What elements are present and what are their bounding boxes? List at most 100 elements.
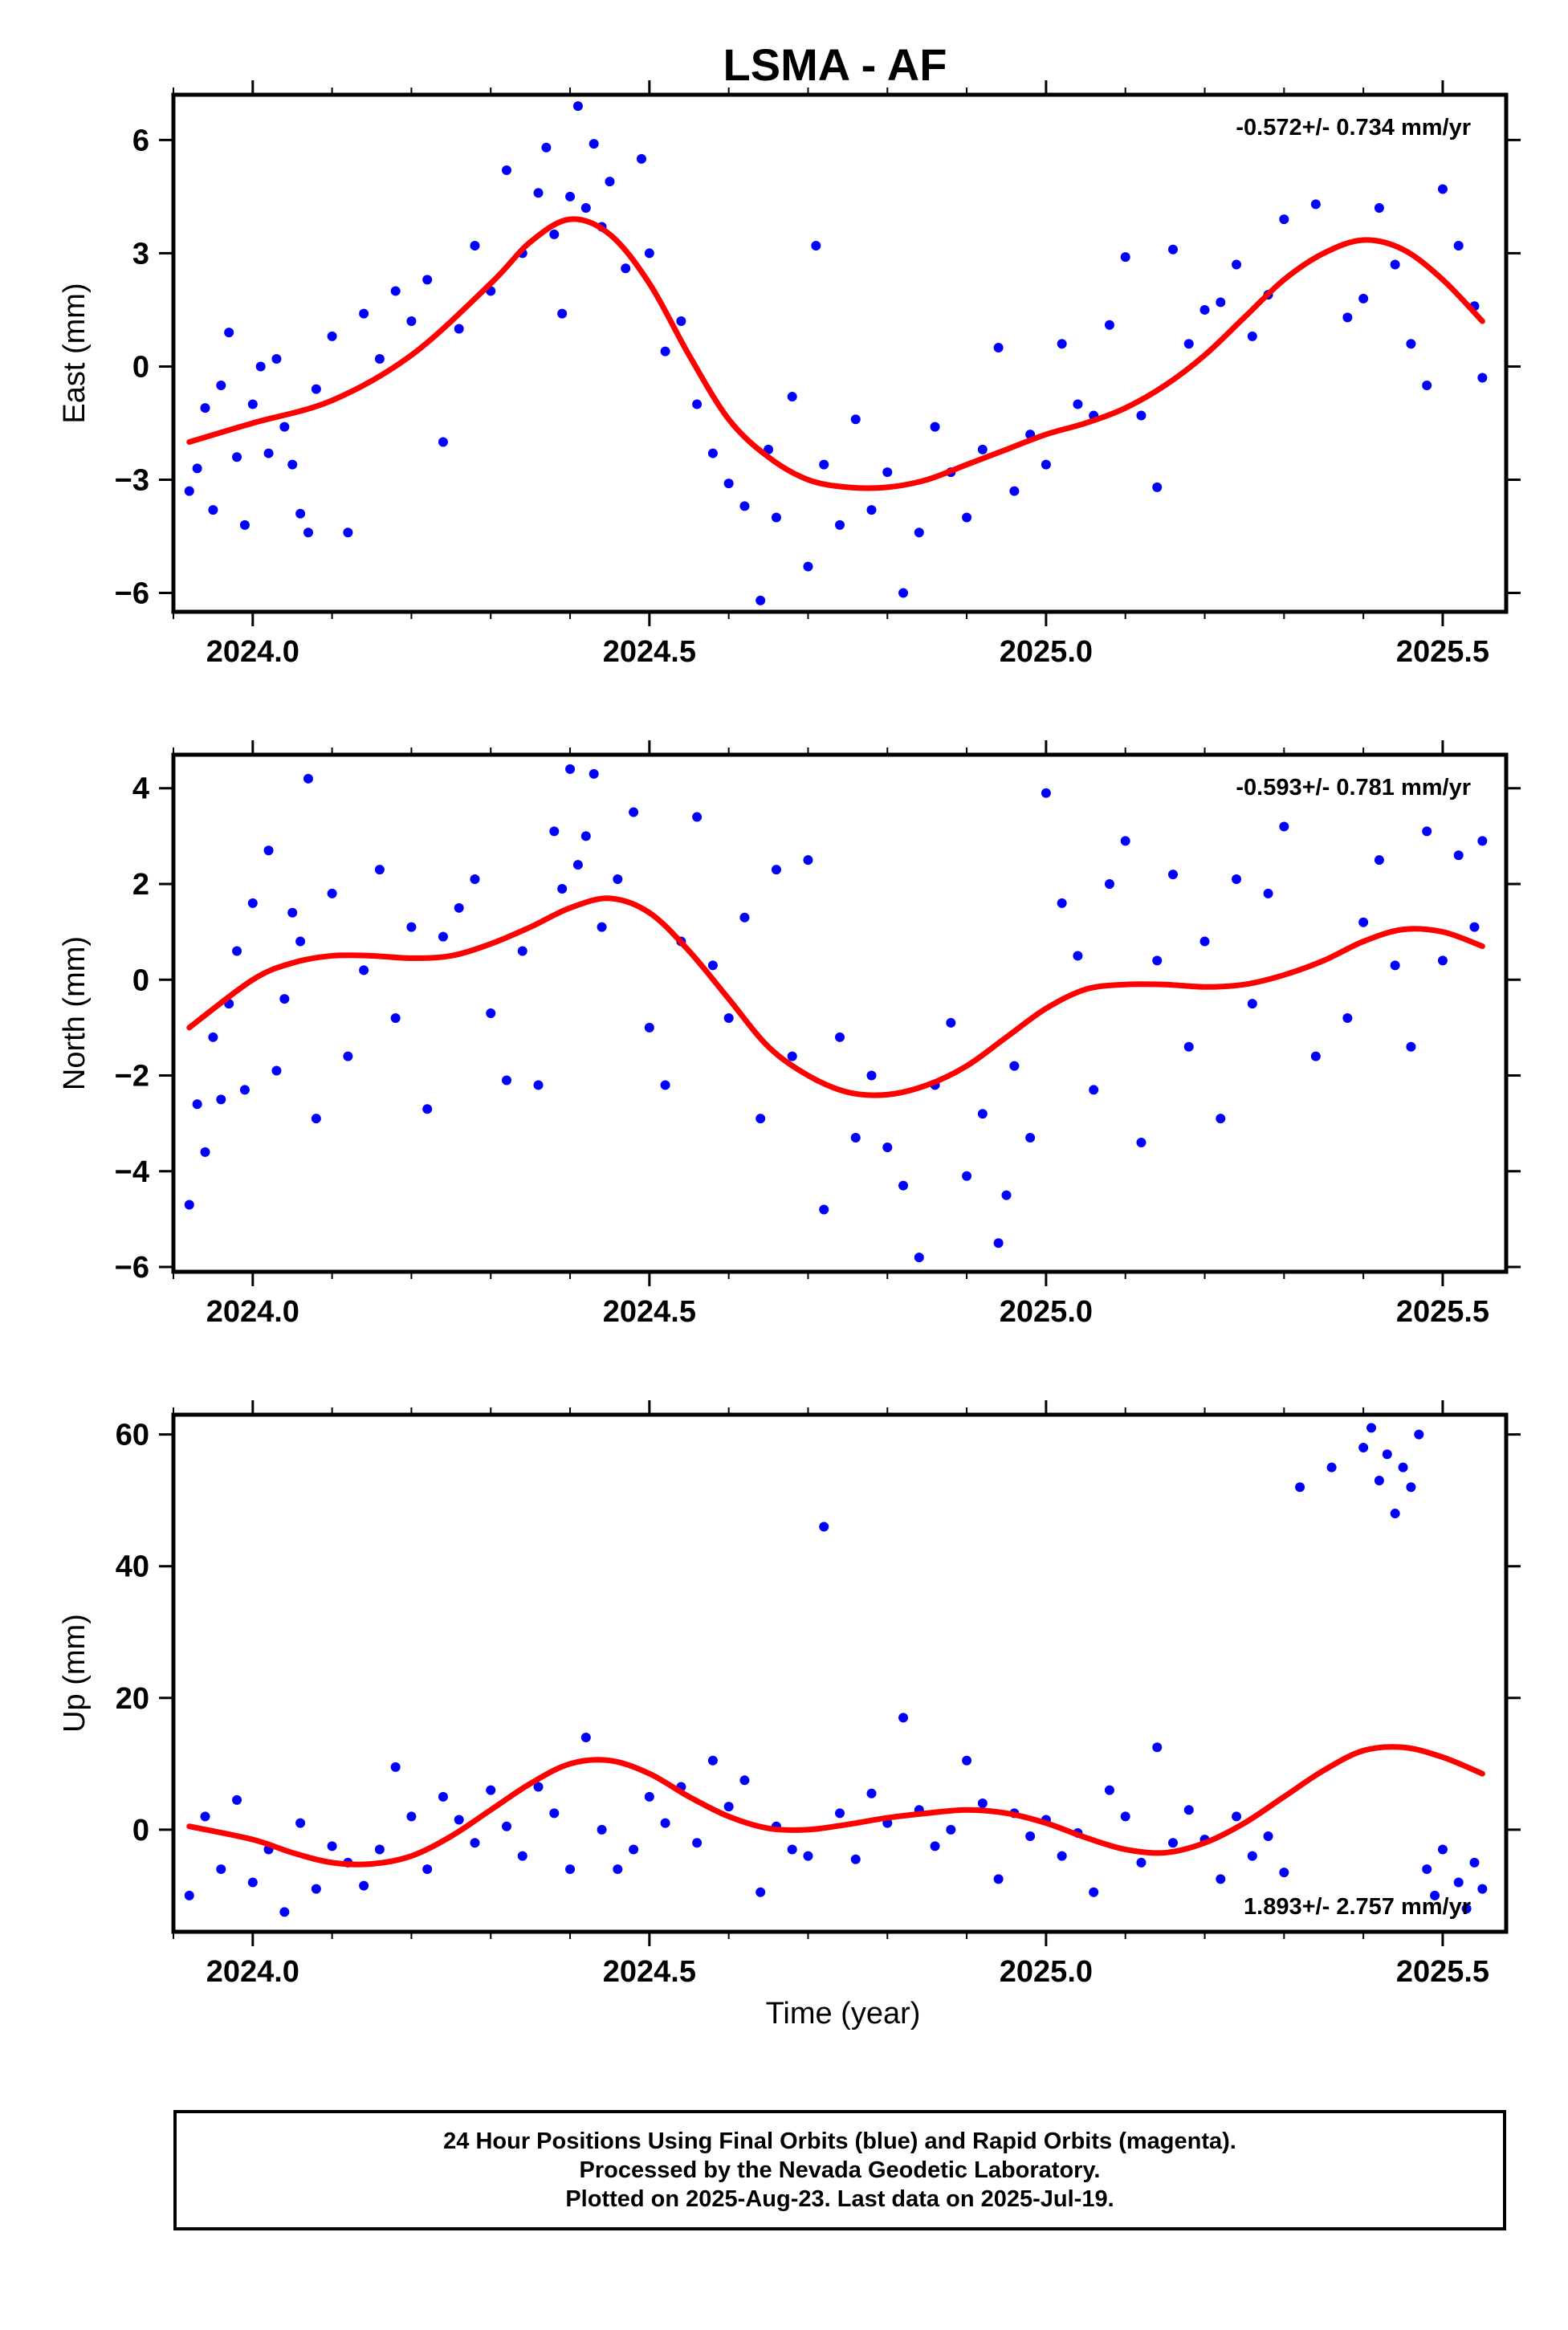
data-point (406, 1811, 417, 1822)
data-point (279, 994, 290, 1004)
data-point (1104, 1785, 1114, 1795)
data-point (1406, 339, 1416, 349)
data-point (898, 1180, 909, 1191)
x-tick-label: 2025.5 (1396, 635, 1489, 669)
data-point (755, 1887, 766, 1897)
data-point (1183, 1041, 1194, 1052)
data-point (486, 1008, 496, 1018)
data-point (644, 1791, 654, 1802)
data-point (930, 422, 940, 432)
data-point (882, 1142, 893, 1152)
data-point (533, 1080, 544, 1090)
data-point (533, 1782, 544, 1792)
data-point (184, 1200, 194, 1210)
data-point (1382, 1449, 1392, 1460)
data-point (247, 399, 258, 409)
data-point (977, 444, 988, 454)
data-point (263, 448, 274, 458)
data-point (255, 361, 266, 372)
data-point (359, 965, 369, 976)
x-tick-label: 2024.0 (206, 1295, 299, 1329)
panel-east: 2024.0 2024.5 2025.0 2025.5 −6 −3 0 3 6 East (mm)… (58, 80, 1521, 669)
data-point (239, 1085, 250, 1095)
data-point (755, 595, 766, 605)
x-axis-label: Time (year) (766, 1997, 921, 2031)
data-point (454, 902, 464, 913)
y-tick-label: −6 (115, 576, 149, 610)
data-point (1216, 1114, 1226, 1124)
data-point (1136, 1138, 1146, 1147)
data-point (303, 528, 313, 538)
data-point (1041, 459, 1051, 470)
data-point (629, 807, 639, 817)
data-point (184, 1890, 194, 1900)
data-point (1104, 879, 1114, 889)
data-point (454, 1815, 464, 1825)
data-point (692, 399, 703, 409)
panels: 2024.0 2024.5 2025.0 2025.5 −6 −3 0 3 6 East (mm)… (58, 80, 1521, 1989)
data-point (192, 463, 202, 474)
data-point (422, 1104, 433, 1114)
data-point (1263, 1831, 1273, 1842)
data-point (707, 448, 718, 458)
data-point (1390, 960, 1400, 971)
data-point (1073, 951, 1083, 961)
data-point (707, 1755, 718, 1766)
data-point (803, 561, 813, 572)
rate-annotation-east: -0.572+/- 0.734 mm/yr (1236, 115, 1471, 141)
data-point (1057, 339, 1067, 349)
data-point (1453, 241, 1464, 251)
data-point (1430, 1890, 1440, 1900)
data-point (1358, 293, 1369, 303)
y-tick-label: −6 (115, 1251, 149, 1285)
data-point (993, 1238, 1004, 1249)
x-tick-label: 2025.0 (1000, 1955, 1093, 1989)
data-point (406, 922, 417, 932)
data-point (597, 922, 607, 932)
data-point (771, 512, 781, 523)
data-point (1168, 244, 1178, 255)
data-point (1477, 836, 1488, 846)
data-point (1342, 1012, 1353, 1023)
data-point (200, 1147, 210, 1157)
data-point (1104, 320, 1114, 330)
data-point (216, 380, 226, 390)
y-tick-label: 2 (132, 868, 149, 902)
data-point (882, 467, 893, 478)
data-point (502, 1821, 511, 1831)
data-point (557, 883, 568, 894)
data-point (1263, 888, 1273, 898)
x-tick-label: 2024.0 (206, 635, 299, 669)
data-point (208, 1032, 218, 1042)
data-point (803, 1851, 813, 1861)
data-point (549, 826, 560, 837)
data-point (1120, 252, 1130, 263)
y-tick-label: 20 (116, 1682, 149, 1716)
data-point (1152, 482, 1163, 492)
data-point (644, 248, 654, 259)
data-point (811, 241, 821, 251)
data-point (239, 519, 250, 530)
data-point (390, 1762, 401, 1772)
data-point (1469, 922, 1480, 932)
data-point (1279, 821, 1289, 832)
data-point (486, 1785, 496, 1795)
data-point (374, 865, 385, 875)
data-point (247, 1877, 258, 1888)
data-point (977, 1798, 988, 1809)
rate-annotation-north: -0.593+/- 0.781 mm/yr (1236, 775, 1471, 800)
data-point (1183, 339, 1194, 349)
data-point (232, 452, 242, 462)
data-point (1374, 203, 1384, 214)
data-point (1279, 1868, 1289, 1878)
y-tick-label: −2 (115, 1060, 149, 1094)
data-point (580, 1732, 591, 1742)
x-tick-label: 2025.0 (1000, 1295, 1093, 1329)
data-point (208, 505, 218, 515)
data-point (565, 1864, 576, 1875)
data-point (850, 1854, 861, 1864)
data-point (1057, 1851, 1067, 1861)
data-point (1216, 297, 1226, 308)
data-point (1477, 1884, 1488, 1894)
data-point (1414, 1429, 1424, 1440)
